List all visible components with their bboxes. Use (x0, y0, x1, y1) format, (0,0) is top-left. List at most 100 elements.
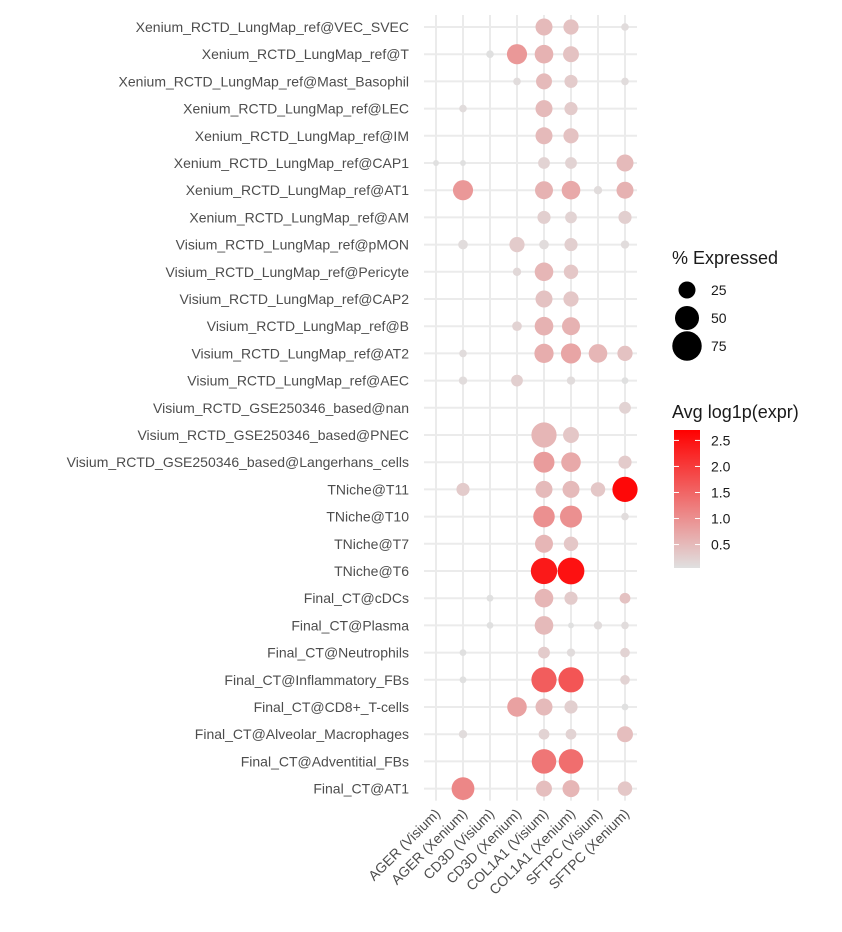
dot-point (458, 239, 468, 250)
dot-point (563, 19, 579, 35)
y-tick-label: Xenium_RCTD_LungMap_ref@AT1 (186, 182, 409, 198)
dot-point (616, 181, 634, 199)
dot-point (533, 505, 555, 528)
dot-point (563, 291, 579, 307)
y-axis-labels: Xenium_RCTD_LungMap_ref@VEC_SVEC Xenium_R… (67, 19, 410, 797)
y-tick-label: Final_CT@Alveolar_Macrophages (195, 726, 409, 742)
dot-point (534, 343, 554, 364)
dot-point (566, 648, 576, 657)
y-tick-label: Xenium_RCTD_LungMap_ref@CAP1 (174, 155, 409, 171)
y-tick-label: Final_CT@CD8+_T-cells (254, 699, 409, 715)
dot-point (530, 557, 558, 585)
dot-point (620, 240, 630, 249)
dot-point (620, 647, 630, 658)
dot-point (617, 726, 633, 743)
dot-point (560, 343, 582, 364)
dot-point (559, 505, 583, 528)
dot-point (568, 622, 574, 629)
dot-point (458, 730, 468, 739)
dot-point (590, 482, 606, 497)
dot-point (562, 480, 580, 498)
y-tick-label: Visium_RCTD_GSE250346_based@Langerhans_c… (67, 454, 409, 470)
dot-point (565, 211, 577, 224)
dot-point (534, 44, 554, 64)
dot-point (534, 616, 554, 635)
y-tick-label: Visium_RCTD_LungMap_ref@AEC (187, 373, 409, 389)
y-tick-label: Xenium_RCTD_LungMap_ref@T (202, 46, 410, 62)
dot-point (513, 77, 521, 86)
dot-point (486, 594, 494, 602)
dot-point (506, 44, 528, 65)
color-legend-label: 1.5 (711, 484, 731, 500)
dot-point (564, 102, 578, 116)
dot-point (563, 427, 579, 443)
y-tick-label: Final_CT@Neutrophils (267, 645, 409, 661)
dot-point (433, 160, 439, 166)
dot-point (538, 728, 550, 740)
y-tick-label: Visium_RCTD_LungMap_ref@Pericyte (166, 264, 410, 280)
dot-point (621, 377, 629, 384)
y-tick-label: Visium_RCTD_LungMap_ref@B (207, 318, 409, 334)
dot-point (621, 512, 629, 521)
dot-point (616, 154, 634, 172)
size-legend-label: 75 (711, 338, 727, 354)
y-tick-label: Visium_RCTD_LungMap_ref@CAP2 (180, 291, 410, 307)
dot-point (564, 74, 578, 88)
dot-point (620, 674, 630, 685)
y-tick-label: Visium_RCTD_GSE250346_based@nan (153, 400, 409, 416)
dot-point (621, 77, 629, 86)
dot-point (561, 452, 581, 472)
y-tick-label: Xenium_RCTD_LungMap_ref@LEC (183, 101, 409, 117)
y-tick-label: TNiche@T10 (326, 509, 409, 525)
dot-point (539, 239, 549, 250)
size-legend-label: 50 (711, 310, 727, 326)
size-legend-dot (674, 305, 700, 331)
y-tick-label: Visium_RCTD_GSE250346_based@PNEC (137, 427, 409, 443)
dot-point (563, 128, 579, 144)
y-tick-label: TNiche@T7 (334, 536, 409, 552)
dot-point (459, 349, 467, 358)
dot-point (535, 127, 553, 145)
dot-point (486, 50, 494, 58)
dot-point (612, 476, 638, 503)
dot-point (558, 749, 584, 774)
dot-point (535, 534, 553, 553)
dot-point (621, 703, 629, 711)
dot-point (459, 676, 467, 684)
dot-point (618, 455, 632, 469)
dot-point (563, 264, 579, 280)
dot-point (537, 210, 551, 224)
dot-point (534, 262, 554, 282)
dot-point (536, 73, 552, 90)
dot-point (558, 667, 584, 693)
dot-point (511, 374, 523, 387)
dot-point (509, 237, 525, 253)
dot-point (535, 181, 553, 200)
y-tick-label: TNiche@T6 (334, 563, 409, 579)
color-legend-label: 1.0 (711, 511, 731, 527)
y-tick-label: Visium_RCTD_LungMap_ref@AT2 (191, 345, 409, 361)
dot-point (562, 317, 580, 336)
dot-point (588, 344, 608, 363)
dot-point (565, 728, 577, 740)
y-tick-label: Final_CT@Plasma (291, 617, 409, 633)
dot-point (593, 186, 603, 195)
dot-point (564, 700, 578, 714)
color-legend-label: 2.5 (711, 432, 731, 448)
size-legend: % Expressed 25 50 75 (672, 248, 778, 361)
dot-marks (433, 18, 638, 800)
dot-point (512, 267, 522, 276)
dot-point (557, 557, 585, 585)
dot-point (566, 376, 576, 385)
dot-point (538, 646, 550, 659)
dot-point (533, 451, 555, 473)
dot-point (486, 622, 494, 629)
y-tick-label: Final_CT@Inflammatory_FBs (224, 672, 409, 688)
y-tick-label: Final_CT@AT1 (313, 781, 409, 797)
y-tick-label: Xenium_RCTD_LungMap_ref@VEC_SVEC (136, 19, 409, 35)
y-tick-label: Xenium_RCTD_LungMap_ref@AM (189, 209, 409, 225)
dot-point (619, 592, 631, 604)
dot-point (538, 157, 550, 169)
